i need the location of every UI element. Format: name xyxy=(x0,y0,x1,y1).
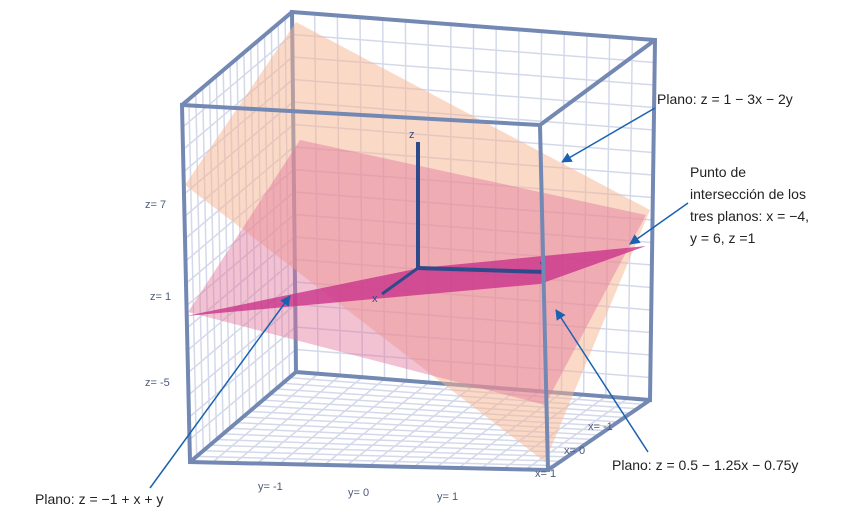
callout: Plano: z = 0.5 − 1.25x − 0.75y xyxy=(612,457,798,473)
callout-arrow xyxy=(629,202,689,245)
grid-line xyxy=(276,388,631,414)
grid-line xyxy=(269,393,625,419)
box-edge xyxy=(538,38,657,127)
z-tick: z= 1 xyxy=(150,291,171,303)
callout: tres planos: x = −4, xyxy=(690,208,809,224)
z-tick: z= 7 xyxy=(145,199,166,211)
z-tick: z= -5 xyxy=(145,377,170,389)
x-axis-label: x xyxy=(372,293,378,305)
box-edge xyxy=(546,398,652,472)
y-tick: y= -1 xyxy=(258,481,283,493)
callout: y = 6, z =1 xyxy=(690,230,756,246)
box-edge xyxy=(180,10,294,107)
x-tick: x= 1 xyxy=(535,468,556,480)
x-tick: x= -1 xyxy=(588,421,613,433)
box-edge xyxy=(188,370,298,464)
callout-arrow xyxy=(149,295,291,489)
callout: intersección de los xyxy=(690,186,806,202)
y-axis xyxy=(417,266,546,274)
z-axis-label: z xyxy=(409,129,415,141)
callout: Plano: z = 1 − 3x − 2y xyxy=(657,91,793,107)
plane-magenta xyxy=(186,246,646,316)
callout: Punto de xyxy=(690,164,746,180)
grid-line xyxy=(188,326,296,418)
grid-line xyxy=(189,348,297,441)
grid-line xyxy=(188,303,296,396)
callout-arrow xyxy=(561,107,656,163)
y-tick: y= 0 xyxy=(348,487,369,499)
grid-line xyxy=(187,281,296,374)
y-tick: y= 1 xyxy=(437,491,458,503)
x-axis xyxy=(381,266,419,296)
callout-arrow xyxy=(555,309,649,453)
callout: Plano: z = −1 + x + y xyxy=(35,491,163,507)
grid-line xyxy=(368,385,474,467)
x-tick: x= 0 xyxy=(564,445,585,457)
